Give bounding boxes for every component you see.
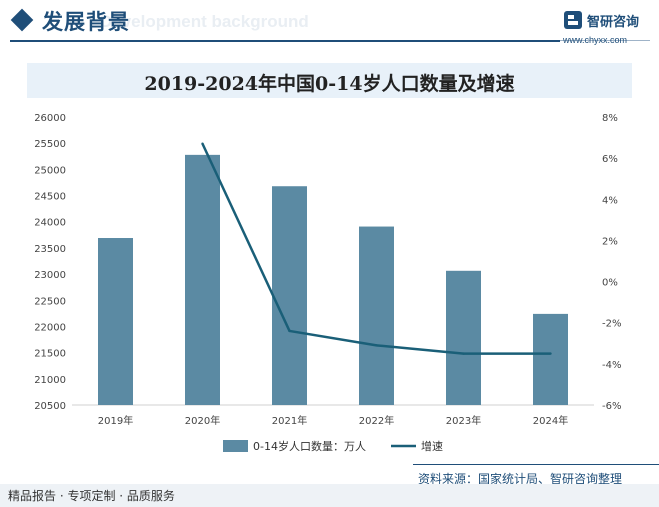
x-tick-label: 2020年 xyxy=(185,414,220,427)
x-tick-label: 2023年 xyxy=(446,414,481,427)
y-right-tick-label: -2% xyxy=(602,319,621,330)
y-left-tick-label: 22500 xyxy=(34,296,66,307)
y-right-tick-label: 8% xyxy=(602,113,618,124)
y-right-tick-label: 6% xyxy=(602,154,618,165)
bar xyxy=(272,186,307,405)
y-left-tick-label: 22000 xyxy=(34,322,66,333)
legend-bar-swatch xyxy=(223,440,248,452)
y-left-tick-label: 20500 xyxy=(34,401,66,412)
logo-text: 智研咨询 xyxy=(587,15,640,30)
y-left-tick-label: 24500 xyxy=(34,192,66,203)
header-divider xyxy=(10,40,560,42)
x-tick-label: 2021年 xyxy=(272,414,307,427)
slogan: 精品报告 · 专项定制 · 品质服务 xyxy=(8,489,175,503)
growth-point xyxy=(288,329,291,333)
footer-divider xyxy=(413,464,659,465)
header-divider-right xyxy=(560,40,650,41)
header: Development background 发展背景 智研咨询 www.chy… xyxy=(0,0,659,48)
header-title: 发展背景 xyxy=(42,10,130,34)
y-left-tick-label: 21500 xyxy=(34,349,66,360)
y-left-tick-label: 24000 xyxy=(34,218,66,229)
brand-logo: 智研咨询 www.chyxx.com xyxy=(563,9,653,45)
y-right-tick-label: -6% xyxy=(602,401,621,412)
y-right-tick-label: 0% xyxy=(602,278,618,289)
y-left-tick-label: 25500 xyxy=(34,139,66,150)
diamond-icon xyxy=(10,8,34,32)
x-tick-label: 2024年 xyxy=(533,414,568,427)
y-right-tick-label: -4% xyxy=(602,360,621,371)
legend-line-label: 增速 xyxy=(421,439,443,453)
legend-bar-label: 0-14岁人口数量：万人 xyxy=(253,439,366,453)
chart-title-band: 2019-2024年中国0-14岁人口数量及增速 xyxy=(27,63,632,98)
logo-icon xyxy=(564,11,582,29)
x-tick-label: 2022年 xyxy=(359,414,394,427)
y-left-tick-label: 26000 xyxy=(34,113,66,124)
chart-title: 2019-2024年中国0-14岁人口数量及增速 xyxy=(144,73,515,95)
bar xyxy=(98,238,133,405)
growth-point xyxy=(375,344,378,347)
y-right-tick-label: 4% xyxy=(602,195,618,206)
y-left-tick-label: 25000 xyxy=(34,165,66,176)
data-source: 资料来源：国家统计局、智研咨询整理 xyxy=(418,472,623,486)
bar xyxy=(533,313,568,405)
logo-url: www.chyxx.com xyxy=(563,35,628,45)
bar xyxy=(359,226,394,405)
y-left-tick-label: 23000 xyxy=(34,270,66,281)
x-tick-label: 2019年 xyxy=(98,414,133,427)
bar xyxy=(446,270,481,405)
growth-point xyxy=(201,142,204,145)
combo-chart: 20500 21000 21500 22000 22500 23000 23500 24000… xyxy=(34,113,621,453)
growth-point xyxy=(462,352,465,355)
bottom-bar: 精品报告 · 专项定制 · 品质服务 xyxy=(0,484,659,507)
y-right-tick-label: 2% xyxy=(602,236,618,247)
growth-point xyxy=(549,352,552,355)
y-left-tick-label: 23500 xyxy=(34,244,66,255)
header-subtitle: Development background xyxy=(100,12,309,31)
y-left-tick-label: 21000 xyxy=(34,375,66,386)
bar xyxy=(185,154,220,405)
